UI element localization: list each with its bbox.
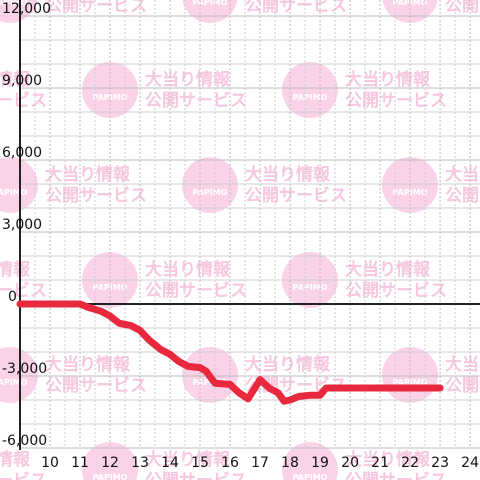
watermark-text: 公開サービス — [345, 281, 447, 301]
watermark-logo-text: PAPIMO — [293, 93, 328, 102]
watermark-logo — [0, 157, 38, 213]
x-tick-label: 23 — [431, 455, 449, 471]
watermark-logo-text: PAPIMO — [293, 473, 328, 480]
watermark-logo-text: PAPIMO — [193, 188, 228, 197]
x-tick-label: 22 — [401, 455, 419, 471]
data-line — [16, 300, 444, 405]
x-tick-label: 20 — [341, 455, 359, 471]
watermark-text: 公開サービス — [45, 0, 147, 16]
watermark-text: 大当り情報 — [0, 259, 31, 280]
x-tick-label: 17 — [251, 455, 269, 471]
watermark-logo — [282, 442, 338, 480]
watermark-logo — [382, 0, 438, 23]
watermark-logo-text: PAPIMO — [0, 188, 28, 197]
watermark-text: 公開サービス — [445, 186, 480, 206]
watermark-text: 公開サービス — [345, 471, 447, 480]
watermark-text: 公開サービス — [145, 91, 247, 111]
watermark-text: 大当り情報 — [145, 449, 231, 470]
watermark-logo — [182, 157, 238, 213]
watermark-text: 公開サービス — [445, 376, 480, 396]
watermark-text: 大当り情報 — [345, 69, 431, 90]
x-tick-label: 11 — [71, 455, 89, 471]
watermark-logo — [82, 442, 138, 480]
watermark-text: 公開サービス — [45, 186, 147, 206]
watermark-logo — [182, 0, 238, 23]
watermark-logo — [0, 347, 38, 403]
y-tick-label: 6,000 — [2, 145, 42, 161]
watermark-logo — [0, 0, 38, 23]
watermark-text: 公開サービス — [45, 376, 147, 396]
watermark-text: 公開サービス — [0, 91, 47, 111]
watermark-text: 大当り情報 — [145, 259, 231, 280]
x-tick-label: 13 — [131, 455, 149, 471]
watermark-text: 公開サービス — [445, 0, 480, 16]
watermark-text: 大当り情報 — [245, 354, 331, 375]
x-tick-label: 12 — [101, 455, 119, 471]
x-tick-label: 21 — [371, 455, 389, 471]
watermark-text: 大当り情報 — [445, 164, 480, 185]
watermark-text: 公開サービス — [345, 91, 447, 111]
watermark-logo-text: PAPIMO — [393, 0, 428, 7]
watermark-text: 公開サービス — [145, 281, 247, 301]
watermark-text: 大当り情報 — [0, 449, 31, 470]
y-tick-label: -3,000 — [2, 361, 47, 377]
watermark-logo-text: PAPIMO — [93, 473, 128, 480]
watermark-text: 公開サービス — [245, 186, 347, 206]
watermark-logo-text: PAPIMO — [293, 283, 328, 292]
watermark-logo-text: PAPIMO — [93, 283, 128, 292]
x-tick-label: 18 — [281, 455, 299, 471]
x-tick-label: 15 — [191, 455, 209, 471]
watermark-logo-text: PAPIMO — [0, 378, 28, 387]
watermark-text: 公開サービス — [245, 0, 347, 16]
watermark-text: 大当り情報 — [445, 354, 480, 375]
y-tick-label: 0 — [8, 289, 17, 305]
watermark-logo — [282, 62, 338, 118]
watermark-text: 大当り情報 — [145, 69, 231, 90]
watermark-text: 大当り情報 — [0, 69, 31, 90]
y-tick-label: -6,000 — [2, 433, 47, 449]
watermark-logo — [382, 347, 438, 403]
y-tick-label: 9,000 — [2, 73, 42, 89]
watermark-logo-text: PAPIMO — [193, 378, 228, 387]
plot: -6,000 -3,000 0 3,000 6,000 9,000 12,000 10 11 12… — [2, 0, 480, 471]
watermark-logo-text: PAPIMO — [193, 0, 228, 7]
watermark-text: 大当り情報 — [345, 449, 431, 470]
x-tick-label: 14 — [161, 455, 179, 471]
y-tick-label: 3,000 — [2, 217, 42, 233]
watermark-logo-text: PAPIMO — [0, 0, 28, 7]
watermark-logo-text: PAPIMO — [393, 378, 428, 387]
x-tick-label: 10 — [41, 455, 59, 471]
y-tick-label: 12,000 — [2, 1, 51, 17]
watermark-text: 公開サービス — [0, 471, 47, 480]
watermark-text: 大当り情報 — [245, 164, 331, 185]
x-tick-label: 24 — [461, 455, 479, 471]
x-tick-label: 16 — [221, 455, 239, 471]
watermark-text: 大当り情報 — [45, 354, 131, 375]
watermark-text: 大当り情報 — [45, 164, 131, 185]
x-tick-label: 19 — [311, 455, 329, 471]
watermark-text: 大当り情報 — [345, 259, 431, 280]
watermark-text: 公開サービス — [145, 471, 247, 480]
